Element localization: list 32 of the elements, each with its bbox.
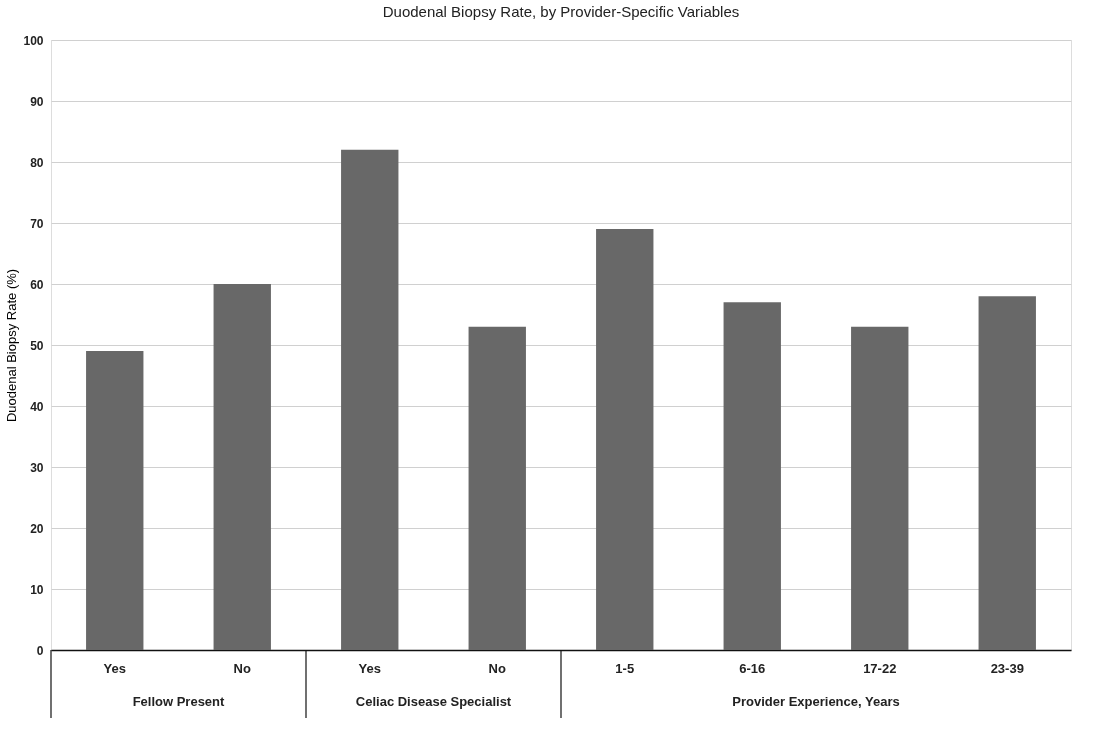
x-tick-label: No bbox=[233, 660, 251, 676]
y-axis-title: Duodenal Biopsy Rate (%) bbox=[4, 268, 20, 423]
y-tick-label: 80 bbox=[30, 155, 44, 170]
y-tick-label: 100 bbox=[23, 33, 44, 48]
bar bbox=[86, 351, 144, 650]
x-tick-label: Yes bbox=[358, 660, 381, 676]
bar bbox=[213, 284, 271, 650]
text: Fellow Present bbox=[132, 694, 226, 709]
x-tick-label: 17-22 bbox=[863, 660, 897, 676]
y-tick-label: 40 bbox=[30, 399, 44, 414]
bar bbox=[341, 149, 399, 650]
text: Provider Experience, Years bbox=[732, 694, 900, 709]
y-tick-label: 30 bbox=[30, 460, 44, 475]
bar bbox=[468, 326, 526, 650]
y-tick-label: 90 bbox=[30, 94, 44, 109]
bar bbox=[851, 326, 909, 650]
x-tick-label: 6-16 bbox=[739, 660, 766, 676]
chart-title: Duodenal Biopsy Rate, by Provider-Specific Variables bbox=[382, 3, 740, 20]
x-tick-label: No bbox=[488, 660, 506, 676]
x-tick-label: 23-39 bbox=[990, 660, 1024, 676]
text: Celiac Disease Specialist bbox=[355, 694, 512, 709]
bar bbox=[978, 296, 1036, 650]
bar bbox=[723, 302, 781, 650]
x-tick-label: 1-5 bbox=[615, 660, 635, 676]
y-tick-label: 70 bbox=[30, 216, 44, 231]
y-tick-label: 20 bbox=[30, 521, 44, 536]
y-tick-label: 60 bbox=[30, 277, 44, 292]
bar bbox=[596, 229, 654, 650]
y-tick-label: 0 bbox=[36, 643, 44, 658]
x-tick-label: Yes bbox=[103, 660, 126, 676]
y-tick-label: 50 bbox=[30, 338, 44, 353]
y-tick-label: 10 bbox=[30, 582, 44, 597]
